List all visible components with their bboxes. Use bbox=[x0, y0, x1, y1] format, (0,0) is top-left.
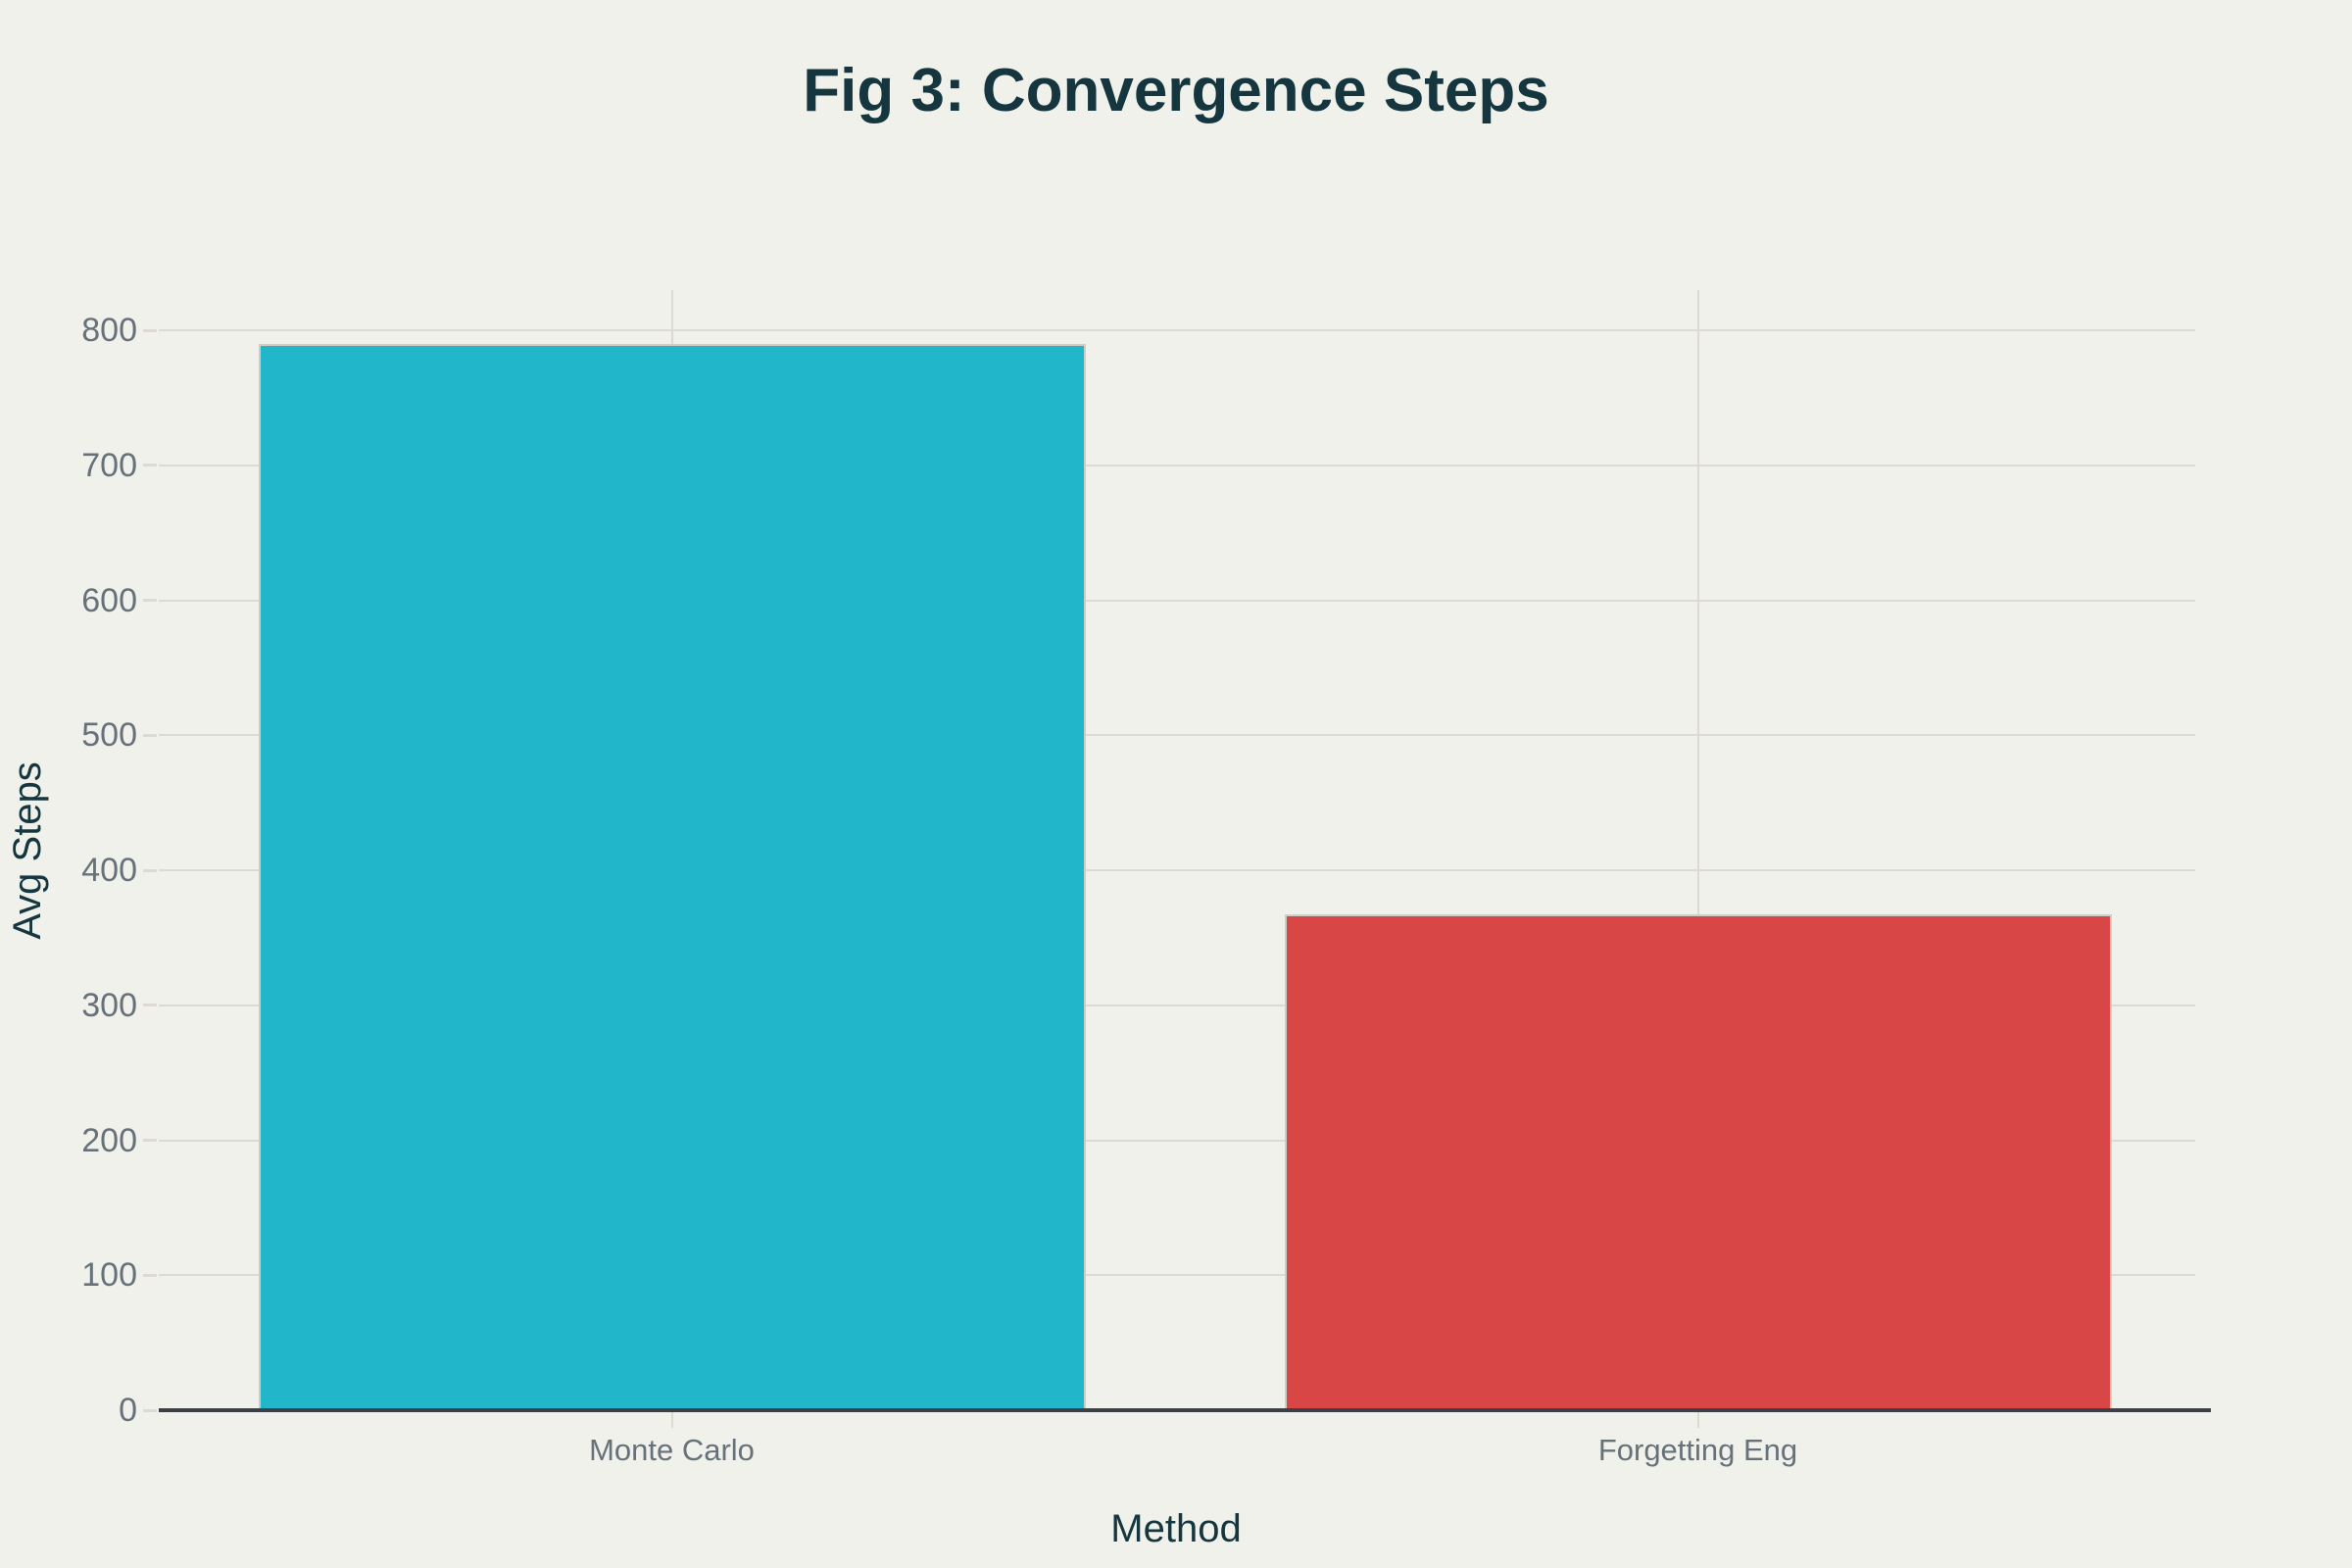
y-gridline-200 bbox=[159, 1139, 2195, 1142]
x-tick-label-monte-carlo: Monte Carlo bbox=[589, 1433, 755, 1467]
y-tick-label-0: 0 bbox=[119, 1392, 137, 1429]
y-gridline-100 bbox=[159, 1274, 2195, 1277]
y-tick-mark-800 bbox=[143, 328, 157, 332]
y-gridline-500 bbox=[159, 734, 2195, 737]
y-tick-label-200: 200 bbox=[81, 1121, 137, 1159]
bar-forgetting-eng bbox=[1284, 914, 2112, 1410]
x-axis-title: Method bbox=[1110, 1507, 1242, 1550]
y-gridline-400 bbox=[159, 869, 2195, 871]
x-gridline-forgetting-eng bbox=[1696, 290, 1699, 1410]
y-tick-mark-500 bbox=[143, 733, 157, 737]
x-axis-baseline bbox=[159, 1408, 2211, 1412]
y-gridline-600 bbox=[159, 599, 2195, 602]
y-tick-label-800: 800 bbox=[81, 312, 137, 349]
y-gridline-700 bbox=[159, 464, 2195, 466]
chart-title: Fig 3: Convergence Steps bbox=[803, 57, 1549, 124]
x-tick-label-forgetting-eng: Forgetting Eng bbox=[1597, 1433, 1798, 1467]
y-gridline-300 bbox=[159, 1004, 2195, 1006]
y-tick-mark-300 bbox=[143, 1004, 157, 1007]
y-tick-label-600: 600 bbox=[81, 581, 137, 619]
y-tick-label-100: 100 bbox=[81, 1256, 137, 1295]
y-tick-label-700: 700 bbox=[81, 446, 137, 484]
y-tick-label-400: 400 bbox=[81, 852, 137, 889]
y-tick-mark-0 bbox=[143, 1408, 157, 1412]
y-tick-mark-100 bbox=[143, 1273, 157, 1277]
y-tick-mark-700 bbox=[143, 464, 157, 467]
y-gridline-800 bbox=[159, 329, 2195, 331]
y-tick-label-300: 300 bbox=[81, 986, 137, 1024]
x-tick-mark-forgetting-eng bbox=[1696, 1412, 1699, 1428]
y-tick-mark-600 bbox=[143, 599, 157, 602]
y-tick-label-500: 500 bbox=[81, 716, 137, 755]
bar-monte-carlo bbox=[258, 343, 1086, 1410]
y-tick-mark-200 bbox=[143, 1139, 157, 1142]
y-tick-mark-400 bbox=[143, 868, 157, 872]
x-tick-mark-monte-carlo bbox=[670, 1412, 673, 1428]
